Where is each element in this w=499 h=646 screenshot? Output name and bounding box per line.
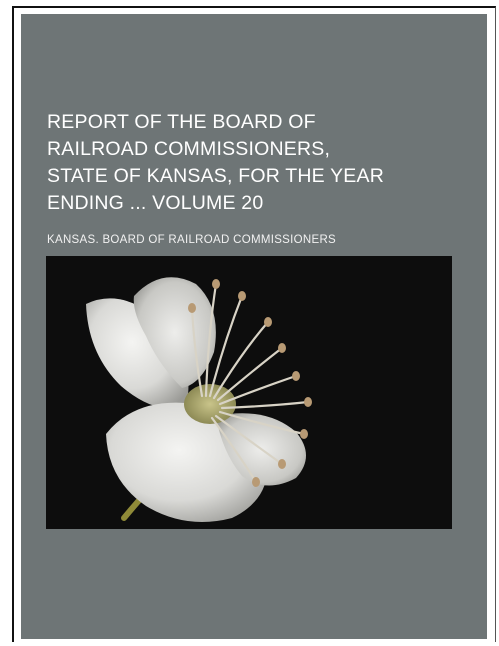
title-line: ENDING ... VOLUME 20 xyxy=(47,192,264,214)
flower-illustration xyxy=(46,256,452,529)
book-title: REPORT OF THE BOARD OF RAILROAD COMMISSI… xyxy=(47,109,447,217)
title-line: RAILROAD COMMISSIONERS, xyxy=(47,138,331,160)
title-line: REPORT OF THE BOARD OF xyxy=(47,111,316,133)
title-line: STATE OF KANSAS, FOR THE YEAR xyxy=(47,165,385,187)
cover-image xyxy=(46,256,452,529)
book-author: KANSAS. BOARD OF RAILROAD COMMISSIONERS xyxy=(47,234,337,246)
